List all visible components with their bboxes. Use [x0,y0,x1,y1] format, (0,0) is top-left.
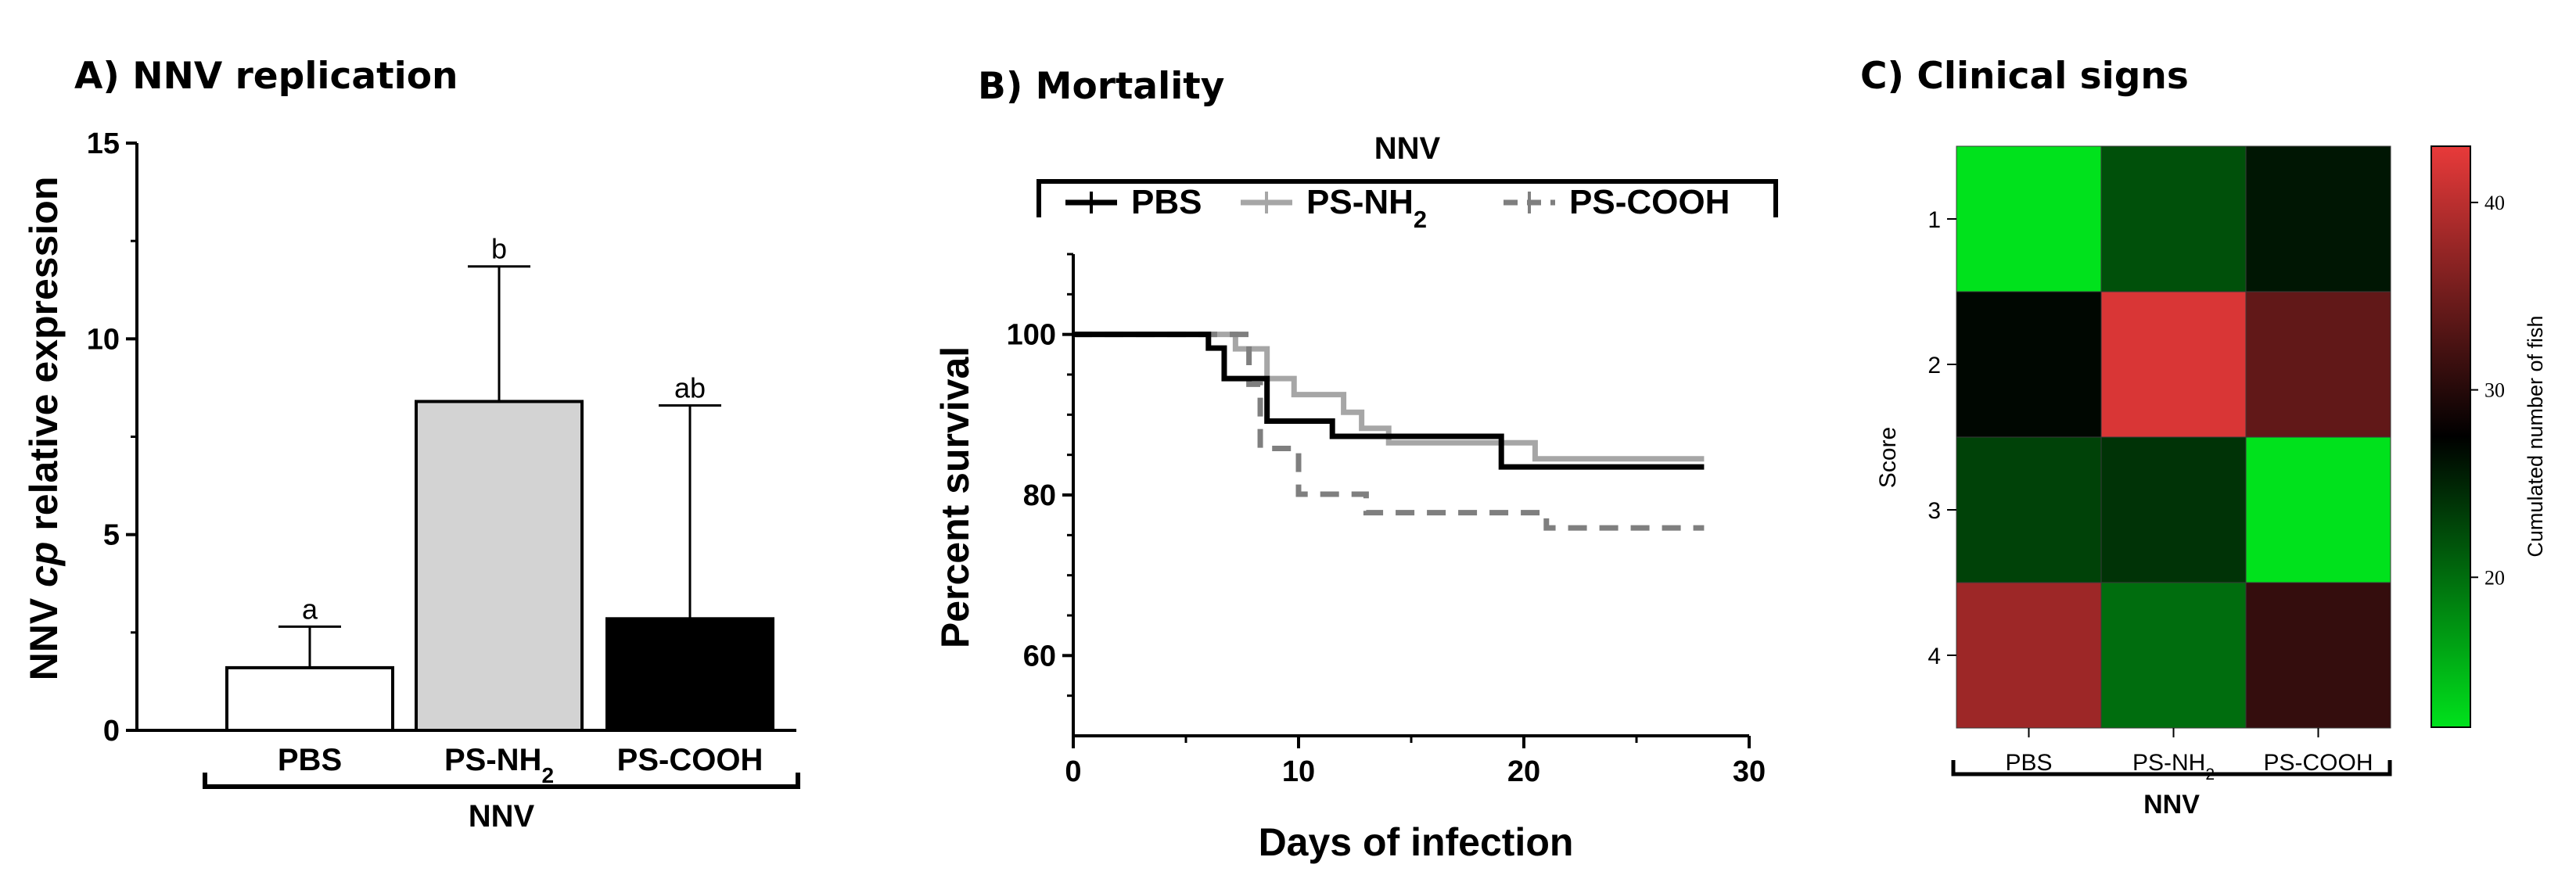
panel-c-group-label: NNV [2143,790,2200,819]
panel-c-column-label: PS-COOH [2263,750,2373,776]
panel-b-survival-line [1073,332,1705,531]
panel-a-significance-letter: b [491,233,507,265]
panel-b-group-label: NNV [1374,131,1441,166]
colorbar-tick-label: 20 [2484,566,2505,589]
panel-c-row-label: 3 [1928,498,1941,524]
panel-c-group-bracket: NNV [1951,760,2392,819]
panel-b-y-tick-label: 60 [1023,640,1056,672]
panel-c-heatmap-cell [1956,145,2102,292]
panel-a-category-label: PS-NH2 [444,743,554,787]
panel-c-heatmap-cells [1956,145,2391,729]
panel-b-legend: PBS PS-NH2 PS-COOH [1065,183,1730,233]
panel-b-x-tick-label: 0 [1065,755,1081,788]
panel-c-heatmap-cell [2245,436,2391,583]
panel-a-significance-letter: ab [674,371,706,403]
panel-b-title: B) Mortality [978,65,1224,108]
panel-c-row-label: 1 [1928,207,1941,233]
panel-a-bar [415,400,584,732]
panel-c-heatmap-cell [2100,145,2247,292]
panel-c-heatmap-cell [2245,145,2391,292]
panel-a-group-bracket: NNV [203,773,800,834]
panel-a-y-axis-label: NNV cp relative expression [22,177,66,681]
panel-a-y-tick-label: 10 [87,323,120,356]
panel-a-bracket-line [203,773,800,789]
panel-b-survival-lines [1073,332,1705,531]
colorbar-tick-label: 30 [2484,379,2505,402]
panel-c-heatmap-cell [2100,436,2247,583]
panel-c-row-labels: 1 2 3 4 [1928,207,1956,669]
panel-a-category-label: PS-COOH [617,743,763,777]
panel-c-colorbar: Cumulated number of fish 20 30 40 [2430,145,2547,728]
panel-c-heatmap-cell [1956,436,2102,583]
panel-c-column-label: PS-NH2 [2132,750,2215,784]
panel-c-heatmap: C) Clinical signs Score 1 2 3 4 PBS PS-NH2 PS… [1860,55,2547,819]
panel-a-y-tick-label: 0 [103,715,120,748]
panel-b-legend-label: PBS [1131,183,1202,221]
panel-c-heatmap-cell [1956,291,2102,438]
panel-b-y-tick-label: 80 [1023,479,1056,512]
panel-b-survival-line [1073,332,1705,470]
panel-b-x-tick-label: 20 [1507,755,1540,788]
panel-a-bar [225,665,394,732]
panel-a-bar-chart: A) NNV replication NNV cp relative expre… [22,55,800,834]
colorbar-gradient [2430,145,2471,728]
panel-b-group-bracket: NNV [1037,131,1778,217]
panel-b-axes: 60 80 100 0 10 20 30 [1007,253,1766,788]
panel-a-category-label: PBS [278,743,342,777]
panel-b-y-tick-label: 100 [1007,319,1056,352]
panel-b-x-axis-label: Days of infection [1259,820,1574,864]
panel-b-x-tick-label: 10 [1282,755,1315,788]
panel-a-group-label: NNV [469,799,535,834]
panel-c-heatmap-cell [2100,291,2247,438]
panel-c-row-label: 4 [1928,644,1941,669]
panel-b-x-tick-label: 30 [1733,755,1766,788]
panel-a-title: A) NNV replication [74,55,458,98]
panel-a-bar [605,617,774,732]
panel-b-bracket-line [1037,179,1778,217]
panel-c-bracket-line [1951,760,2392,776]
colorbar-label: Cumulated number of fish [2524,315,2547,557]
panel-c-y-axis-label: Score [1875,427,1901,488]
panel-a-significance-letter: a [302,593,318,625]
panel-c-column-label: PBS [2005,750,2052,776]
panel-a-y-tick-label: 5 [103,519,120,552]
panel-a-category-labels: PBS PS-NH2 PS-COOH [278,743,763,787]
panel-c-heatmap-cell [1956,582,2102,729]
panel-b-y-axis-label: Percent survival [933,346,977,648]
colorbar-tick-label: 40 [2484,192,2505,214]
panel-c-heatmap-cell [2245,291,2391,438]
panel-b-survival-line [1073,332,1705,462]
panel-c-row-label: 2 [1928,353,1941,378]
panel-c-title: C) Clinical signs [1860,55,2189,98]
panel-c-heatmap-cell [2100,582,2247,729]
panel-c-heatmap-cell [2245,582,2391,729]
panel-b-survival-chart: B) Mortality Days of infection Percent s… [933,65,1778,864]
panel-b-legend-label: PS-COOH [1569,183,1730,221]
panel-a-y-tick-label: 15 [87,127,120,160]
panel-b-legend-label: PS-NH2 [1306,183,1427,233]
